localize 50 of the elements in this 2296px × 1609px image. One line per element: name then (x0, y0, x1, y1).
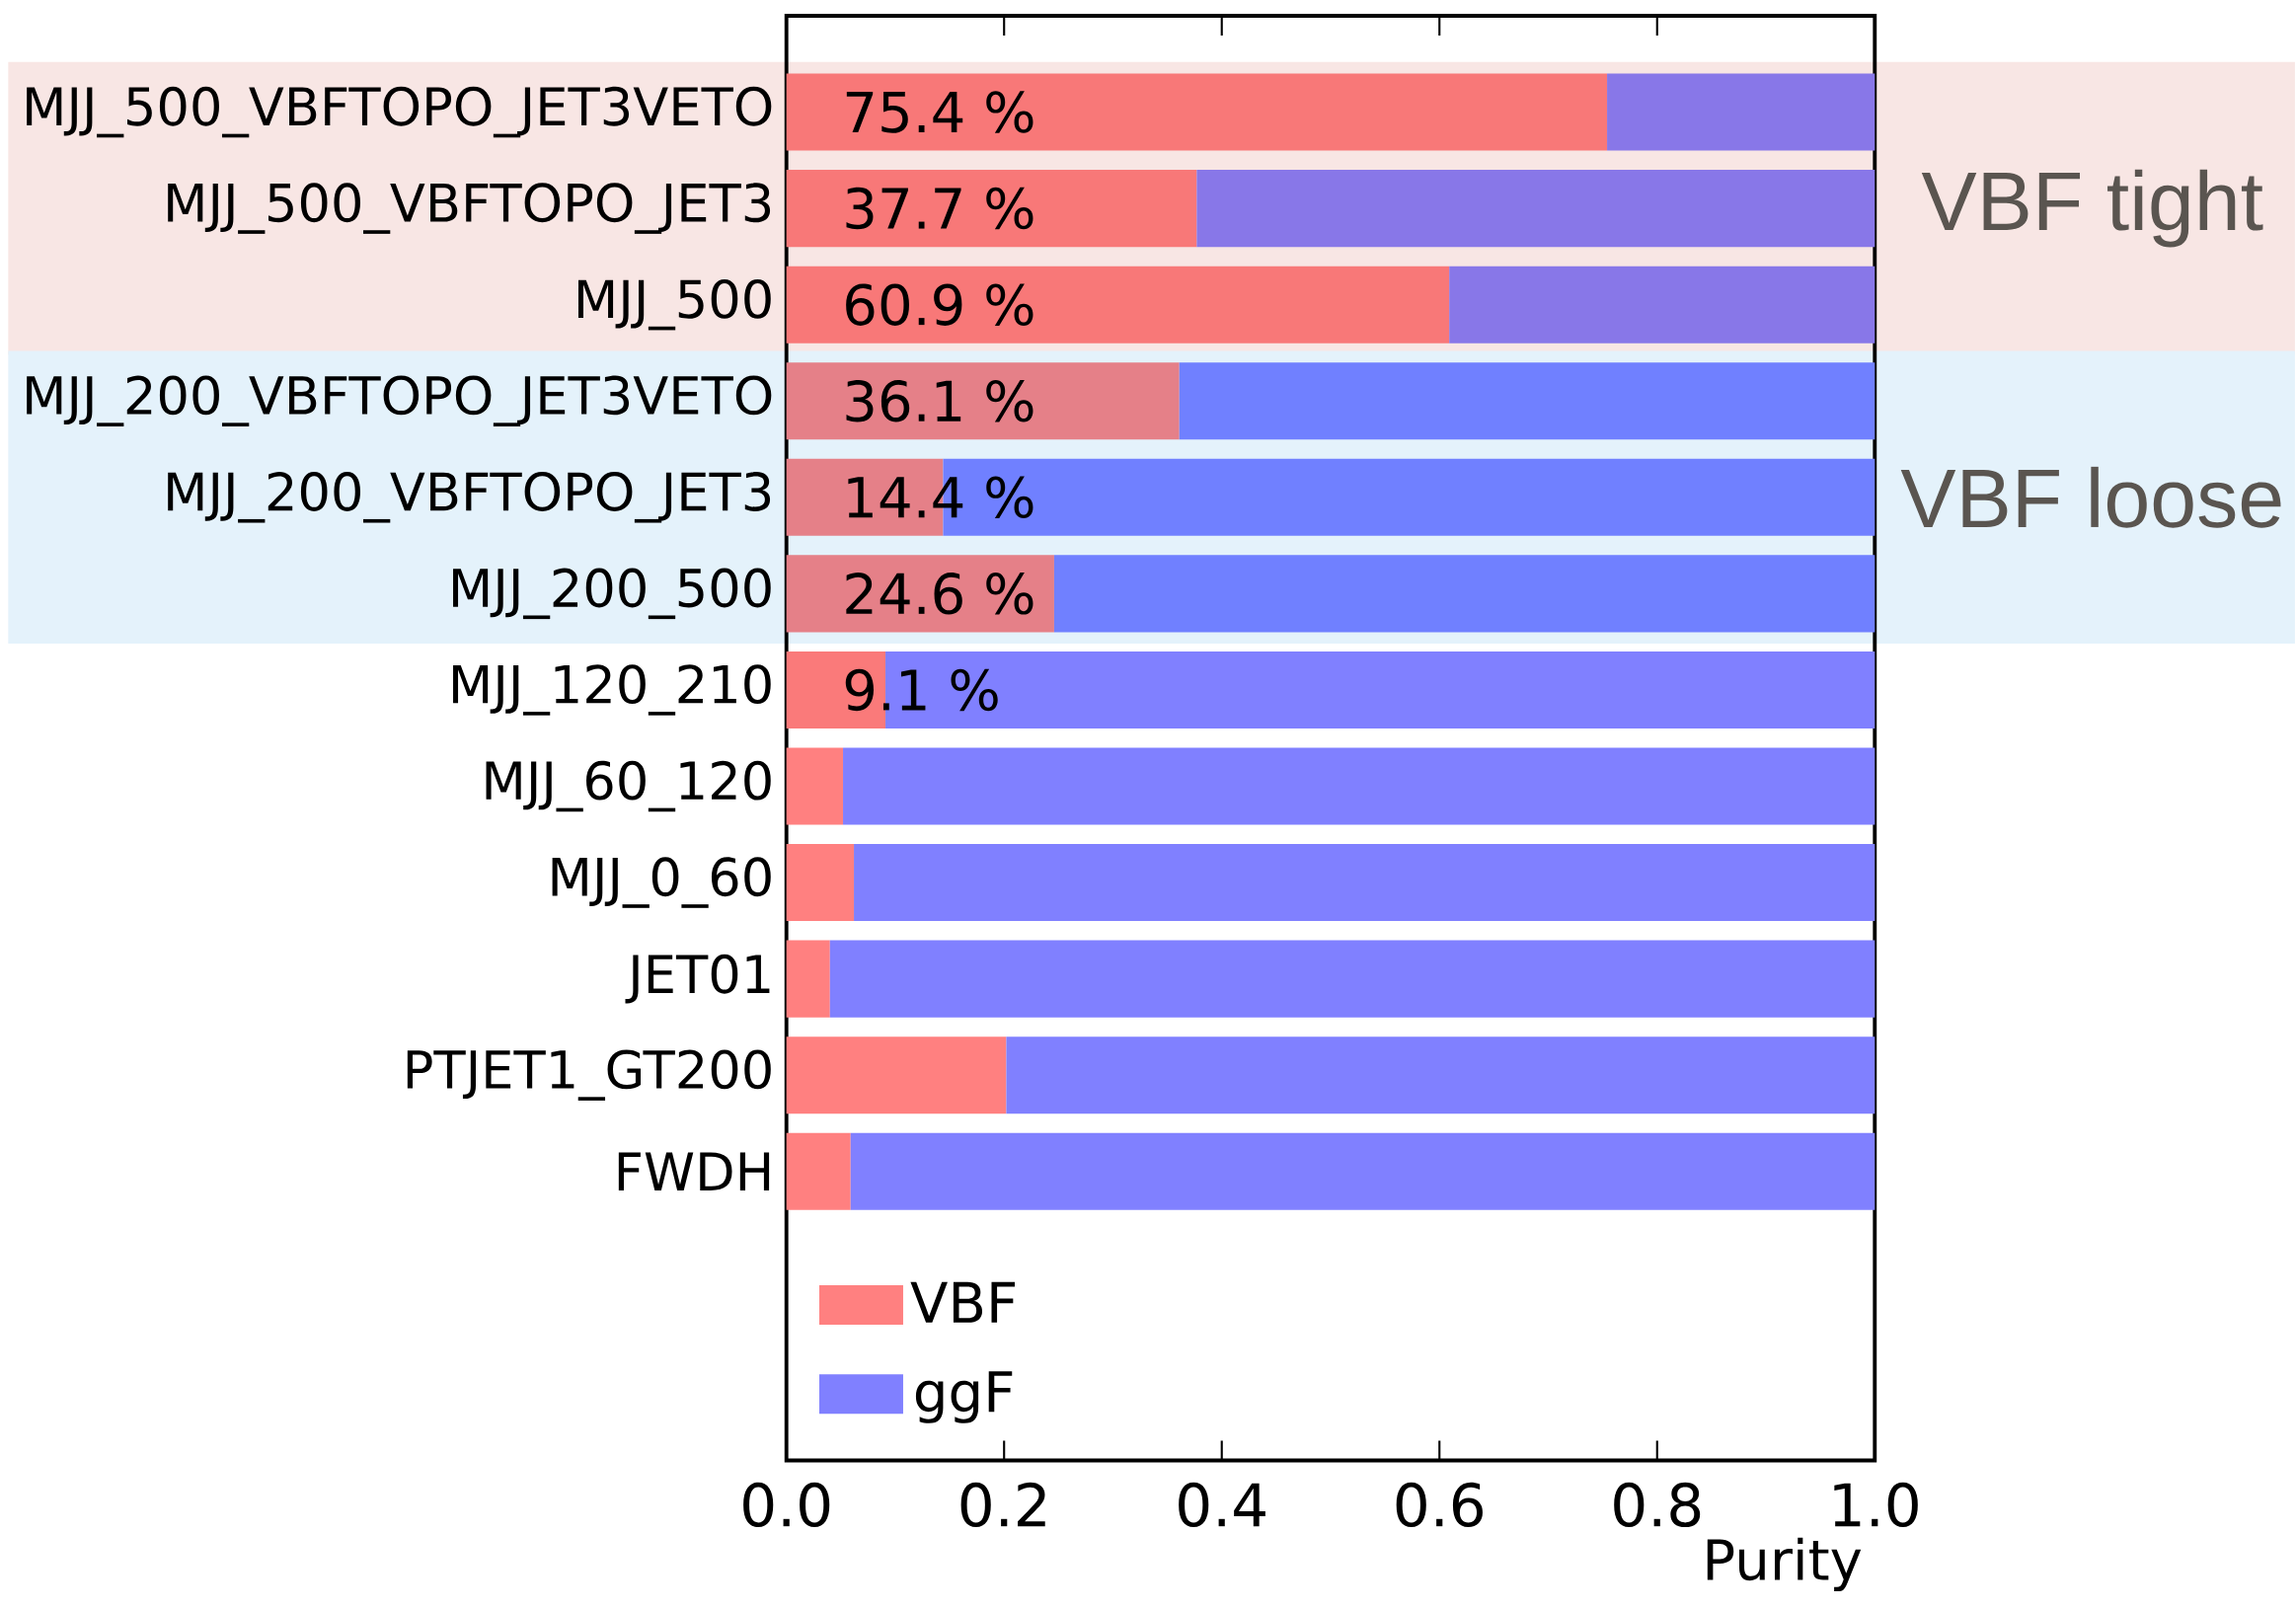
bar (786, 1035, 1007, 1114)
data-label: 36.1 % (846, 379, 1033, 422)
y-tick-label: MJJ_200_VBFTOPO_JET3VETO (27, 375, 772, 426)
bar (843, 747, 1875, 825)
bar (786, 555, 1054, 633)
legend-label: VBF (910, 1281, 1016, 1323)
bar (786, 940, 830, 1018)
bar (786, 747, 844, 825)
band-label: VBF loose (1900, 466, 2281, 528)
bar (786, 73, 1608, 151)
x-tick-label: 0.4 (1179, 1482, 1265, 1527)
x-tick-label: 0.2 (960, 1482, 1045, 1527)
y-tick-label: MJJ_200_VBFTOPO_JET3 (168, 471, 771, 523)
data-label: 37.7 % (846, 187, 1033, 230)
data-label: 60.9 % (846, 283, 1033, 326)
y-tick-label: MJJ_500_VBFTOPO_JET3VETO (27, 86, 772, 138)
y-tick-label: MJJ_500_VBFTOPO_JET3 (168, 183, 771, 234)
y-tick-label: MJJ_500 (577, 278, 771, 331)
bar (786, 362, 1180, 440)
y-tick-label: FWDH (618, 1152, 770, 1190)
bar (786, 266, 1450, 344)
data-label: 9.1 % (845, 668, 998, 711)
bar (1053, 555, 1875, 633)
x-axis-title: Purity (1707, 1537, 1862, 1591)
bar (1179, 362, 1875, 440)
y-tick-label: MJJ_60_120 (486, 760, 771, 812)
y-tick-label: MJJ_120_210 (453, 663, 771, 716)
bar (1006, 1035, 1875, 1114)
bar (786, 1132, 851, 1210)
x-tick-label: 1.0 (1834, 1482, 1918, 1527)
data-label: 75.4 % (846, 91, 1033, 133)
bar (829, 940, 1875, 1018)
bar (854, 843, 1875, 921)
bar (1607, 73, 1875, 151)
band-label: VBF tight (1921, 169, 2263, 248)
bar (786, 169, 1197, 247)
y-tick-label: PTJET1_GT200 (407, 1049, 771, 1101)
bar (1449, 266, 1875, 344)
bar (786, 843, 855, 921)
x-tick-label: 0.6 (1396, 1482, 1483, 1527)
x-tick-label: 0.0 (743, 1482, 830, 1527)
data-label: 24.6 % (846, 572, 1033, 615)
y-tick-label: JET01 (625, 954, 770, 1004)
y-tick-label: MJJ_200_500 (453, 568, 771, 619)
bar (1196, 169, 1875, 247)
data-label: 14.4 % (848, 476, 1033, 518)
legend-label: ggF (915, 1370, 1013, 1423)
bar (850, 1132, 1875, 1210)
y-tick-label: MJJ_0_60 (552, 857, 771, 908)
x-tick-label: 0.8 (1614, 1482, 1701, 1527)
